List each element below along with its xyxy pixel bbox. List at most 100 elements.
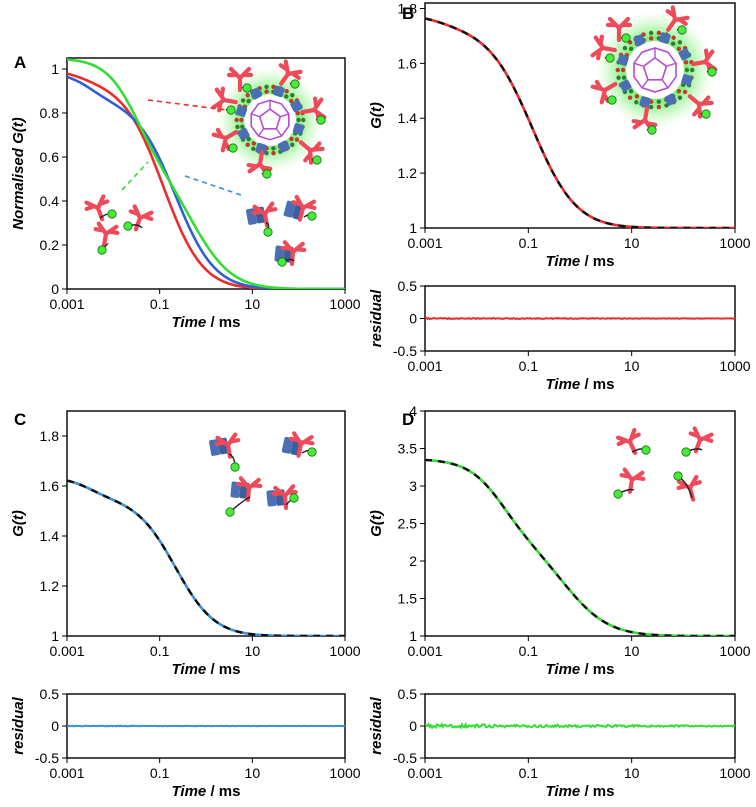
panel-d-residual-xlabel: Time / ms (546, 783, 615, 800)
panel-a-nanoparticle-core-spoke-3 (257, 128, 265, 137)
panel-d-free-2-antibody (688, 426, 714, 454)
panel-a-np-antibody-1-dye (290, 79, 300, 89)
panel-d-main-ylabel: G(t) (368, 510, 385, 537)
panel-b-np-antibody-6-antibody (590, 34, 617, 61)
panel-a-np-antibody-4-dye (262, 169, 272, 179)
panel-b-np-antibody-4-antibody (631, 106, 658, 133)
panel-d-free-2-antibody-body (688, 426, 714, 454)
panel-c-main-xlabel-unit: / ms (206, 661, 240, 678)
panel-a-main-xlabel: Time / ms (172, 314, 241, 331)
panel-a-np-antibody-1-antibody (278, 59, 303, 86)
panel-d-residual-xlabel-unit: / ms (580, 783, 614, 800)
panel-a-ylabel-em: G(t) (10, 117, 27, 144)
panel-a-nanoparticle-lipid-0-23 (271, 84, 276, 90)
panel-b-np-antibody-1-antibody (665, 5, 690, 32)
panel-a-nanoparticle-embedded-protein-0 (292, 123, 305, 135)
panel-b-nanoparticle-core (626, 41, 684, 99)
panel-a-bound-2-antibody-body (291, 194, 317, 222)
panel-b-np-antibody-6-dye (605, 53, 615, 63)
panel-d-free-4-dye (673, 471, 683, 481)
panel-a-main-ytick-label-1: 0.2 (40, 237, 60, 253)
panel-c-residual-xlabel: Time / ms (172, 783, 241, 800)
panel-a-nanoparticle-lipid-0-8 (264, 150, 269, 156)
panel-c-main-ylabel: G(t) (10, 510, 27, 537)
panel-b-nanoparticle-lipid-1-22 (670, 41, 676, 46)
panel-c-bound-1-antibody (214, 432, 241, 459)
panel-b-nanoparticle-lipid-0-18 (622, 45, 628, 51)
panel-d-residual-xtick-label-0: 0.001 (407, 765, 442, 781)
panel-a-bound-3-antibody (280, 240, 307, 267)
panel-a-bound-3-antibody-body (280, 240, 307, 267)
panel-a-main-xlabel-em: Time (172, 314, 207, 331)
panel-b-np-antibody-0-antibody (605, 16, 633, 43)
panel-a-free-3-antibody-body (93, 221, 120, 248)
panel-b-residual-ytick-label-0: -0.5 (393, 343, 417, 359)
panel-d-series-0-fit (425, 458, 735, 636)
panel-d-free-1-dye (641, 445, 651, 455)
panel-a-main-xtick-label-2: 10 (245, 296, 261, 312)
panel-c-main-ytick-label-3: 1.6 (40, 478, 60, 494)
panel-a-main-xtick-label-3: 1000 (329, 296, 360, 312)
panel-c-bound-2-antibody-body (288, 431, 315, 458)
panel-a-np-antibody-6-antibody (211, 86, 238, 113)
panel-c-main-xlabel-em: Time (172, 661, 207, 678)
panel-d-free-4-antibody (676, 474, 702, 502)
panel-c-bound-2-dye (307, 447, 317, 457)
panel-a-nanoparticle-core-spoke-2 (275, 128, 283, 137)
panel-a-nanoparticle-embedded-protein-4 (235, 105, 248, 117)
panel-a-nanoparticle-lipid-0-22 (264, 84, 269, 90)
panel-b-np-antibody-2-antibody-body (691, 48, 718, 75)
panel-a-nanoparticle-lipid-0-19 (245, 93, 250, 98)
panel-b-np-antibody-2-antibody (691, 48, 718, 75)
panel-c-residual-xtick-label-1: 0.1 (150, 765, 170, 781)
panel-a-nanoparticle-lipid-1-16 (246, 98, 251, 104)
panel-a-np-antibody-0-dye (242, 83, 252, 93)
panel-d-residual-xtick-label-2: 10 (624, 765, 640, 781)
panel-b-nanoparticle-lipid-0-11 (627, 95, 633, 100)
panel-b-residual-xlabel-em: Time (546, 376, 581, 393)
panel-a-main-ytick-label-4: 0.8 (40, 105, 60, 121)
panel-b-nanoparticle-embedded-protein-6 (659, 32, 671, 44)
panel-a-nanoparticle-lipid-1-22 (284, 94, 289, 99)
panel-c-bound-4-dye (289, 493, 299, 503)
panel-a-nanoparticle-lipid-0-18 (240, 98, 246, 103)
panel-a-np-antibody-2-dye (316, 115, 326, 125)
panel-d-main-ytick-label-0: 1 (409, 628, 417, 644)
panel-a-bound-1-antibody (251, 201, 278, 228)
panel-b-nanoparticle-lipid-1-19 (648, 36, 654, 41)
panel-b-label: B (402, 4, 414, 23)
panel-d-main-xtick-label-2: 10 (624, 643, 640, 659)
panel-b-nanoparticle-lipid-0-26 (677, 40, 683, 45)
panel-c-residual-ytick-label-0: -0.5 (35, 750, 59, 766)
panel-a-np-antibody-3-dye (312, 155, 322, 165)
panel-a-nanoparticle-embedded-protein-3 (237, 127, 250, 141)
panel-c-bound-4-antibody-body (271, 484, 298, 511)
panel-d-residual-ylabel: residual (368, 696, 385, 754)
panel-a-nanoparticle-embedded-protein-6 (273, 85, 285, 98)
panel-b-series-0-fit (425, 17, 735, 228)
panel-c-series-0-fit (67, 479, 345, 636)
panel-d-main-xtick-label-1: 0.1 (519, 643, 539, 659)
panel-a-bound-2-dye (307, 211, 317, 221)
panel-d-main-ytick-label-2: 2 (409, 553, 417, 569)
panel-d-free-3-antibody (619, 467, 646, 494)
panel-c-residual-xtick-label-0: 0.001 (49, 765, 84, 781)
panel-d-free-3-antibody-body (619, 467, 646, 494)
panel-b-nanoparticle-lipid-0-15 (615, 67, 620, 73)
panel-b-main-ytick-label-4: 1.8 (398, 0, 418, 16)
panel-a-np-antibody-3-antibody-body (298, 140, 325, 165)
panel-b-main-ylabel: G(t) (368, 102, 385, 129)
panel-d-residual-line (424, 721, 736, 730)
panel-a-free-3-antibody (93, 221, 120, 248)
panel-b-np-antibody-2-dye (707, 67, 717, 77)
panel-a-nanoparticle-lipid-0-15 (234, 117, 239, 123)
panel-d-main-xtick-label-3: 1000 (719, 643, 750, 659)
panel-a-nanoparticle-lipid-1-10 (246, 136, 251, 142)
panel-b-residual-ylabel: residual (368, 289, 385, 347)
panel-d-main-ytick-label-3: 2.5 (398, 516, 418, 532)
panel-a-free-1-antibody (84, 194, 110, 222)
panel-b-nanoparticle-core-spoke-4 (633, 62, 644, 67)
panel-c-main-xtick-label-0: 0.001 (49, 643, 84, 659)
panel-a-nanoparticle (217, 67, 323, 173)
panel-a-nanoparticle-lipid-0-7 (271, 150, 276, 156)
